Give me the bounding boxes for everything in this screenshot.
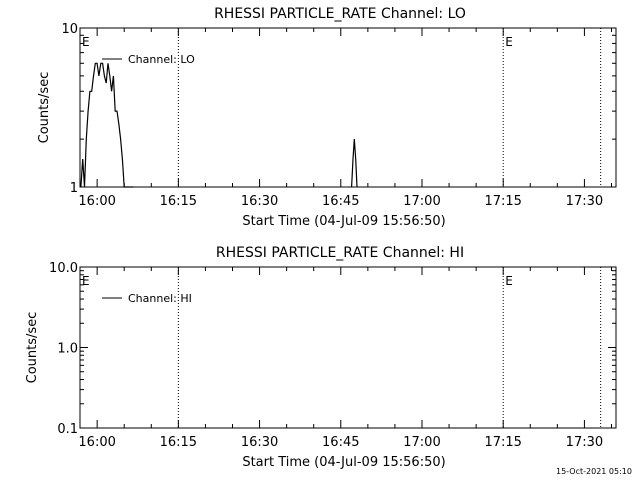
y-tick-label: 10: [61, 22, 78, 37]
x-tick-label: 17:30: [566, 435, 603, 450]
y-axis-label: Counts/sec: [25, 312, 40, 384]
x-tick-label: 16:15: [160, 194, 197, 209]
event-marker-label: E: [505, 35, 513, 49]
x-tick-label: 16:15: [160, 435, 197, 450]
event-marker-label: E: [505, 274, 513, 288]
x-tick-label: 17:00: [403, 194, 440, 209]
x-tick-label: 17:30: [566, 194, 603, 209]
y-tick-label: 0.1: [57, 422, 78, 437]
x-axis-label: Start Time (04-Jul-09 15:56:50): [242, 214, 445, 229]
y-axis-label: Counts/sec: [37, 72, 52, 144]
event-marker-label: E: [82, 35, 90, 49]
chart-panel-lo: RHESSI PARTICLE_RATE Channel: LO 1 10 16:00…: [37, 6, 617, 229]
x-tick-label: 17:15: [484, 194, 521, 209]
x-axis-label: Start Time (04-Jul-09 15:56:50): [242, 455, 445, 470]
event-marker-label: E: [82, 274, 90, 288]
x-tick-label: 16:30: [241, 435, 278, 450]
chart-title: RHESSI PARTICLE_RATE Channel: LO: [214, 6, 466, 22]
x-tick-label: 16:30: [241, 194, 278, 209]
x-tick-label: 16:00: [78, 194, 115, 209]
series-line: [80, 62, 134, 188]
footer-timestamp: 15-Oct-2021 05:10: [556, 467, 632, 476]
x-tick-label: 16:00: [78, 435, 115, 450]
legend-label: Channel: LO: [128, 53, 195, 66]
x-tick-label: 17:15: [484, 435, 521, 450]
chart-panel-hi: RHESSI PARTICLE_RATE Channel: HI 0.1 1.0 10…: [25, 245, 617, 470]
y-tick-label: 1: [70, 181, 78, 196]
legend-label: Channel: HI: [128, 292, 192, 305]
series-line: [351, 139, 358, 188]
x-tick-label: 16:45: [322, 194, 359, 209]
x-tick-label: 16:45: [322, 435, 359, 450]
x-tick-label: 17:00: [403, 435, 440, 450]
chart-title: RHESSI PARTICLE_RATE Channel: HI: [216, 245, 464, 261]
y-tick-label: 1.0: [57, 342, 78, 357]
plot-frame: [79, 27, 617, 188]
y-tick-label: 10.0: [49, 261, 78, 276]
